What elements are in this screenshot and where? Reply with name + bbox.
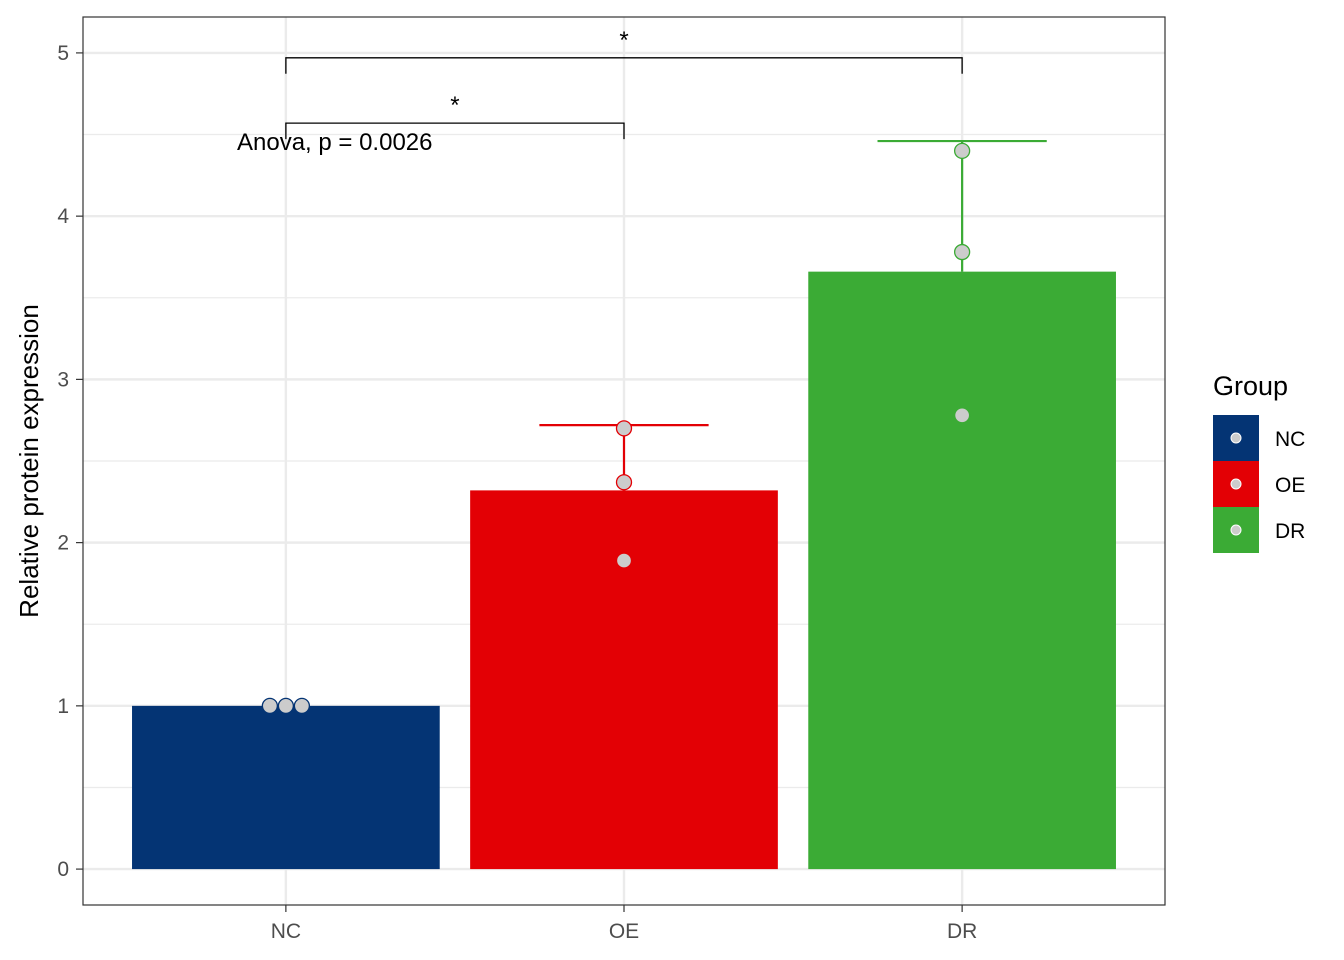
y-axis-title: Relative protein expression xyxy=(14,304,44,618)
legend-key-point xyxy=(1230,478,1242,490)
legend-label-nc: NC xyxy=(1275,428,1305,451)
significance-brackets: ** xyxy=(285,27,963,140)
legend-label-oe: OE xyxy=(1275,474,1305,497)
y-tick-label: 3 xyxy=(57,368,69,391)
data-point xyxy=(615,420,633,437)
significance-bracket xyxy=(285,122,625,140)
legend-label-dr: DR xyxy=(1275,520,1305,543)
bars xyxy=(132,271,1116,870)
significance-bracket xyxy=(285,57,963,74)
anova-annotation: Anova, p = 0.0026 xyxy=(237,129,433,156)
x-tick-label: OE xyxy=(609,920,639,943)
legend-key-point xyxy=(1230,432,1242,444)
data-point xyxy=(293,697,311,715)
legend: Group NC OE DR xyxy=(1213,371,1305,553)
data-points xyxy=(261,142,971,715)
y-tick-label: 1 xyxy=(57,695,69,718)
y-tick-label: 0 xyxy=(57,858,69,881)
data-point xyxy=(615,552,633,569)
x-tick-label: NC xyxy=(271,920,301,943)
y-tick-label: 2 xyxy=(57,532,69,555)
x-tick-label: DR xyxy=(947,920,977,943)
y-tick-label: 4 xyxy=(57,205,69,228)
bar-oe xyxy=(470,490,778,870)
significance-label: * xyxy=(619,27,628,54)
data-point xyxy=(615,474,633,491)
bar-nc xyxy=(132,705,440,870)
axes: 0 1 2 3 4 5 NC OE DR xyxy=(57,42,977,943)
significance-label: * xyxy=(450,92,459,119)
y-tick-label: 5 xyxy=(57,42,69,65)
data-point xyxy=(953,142,971,160)
data-point xyxy=(261,697,279,715)
bar-dr xyxy=(808,271,1116,870)
data-point xyxy=(277,697,295,715)
legend-title: Group xyxy=(1213,371,1288,401)
data-point xyxy=(953,243,971,261)
data-point xyxy=(953,407,971,424)
legend-key-point xyxy=(1230,524,1242,536)
